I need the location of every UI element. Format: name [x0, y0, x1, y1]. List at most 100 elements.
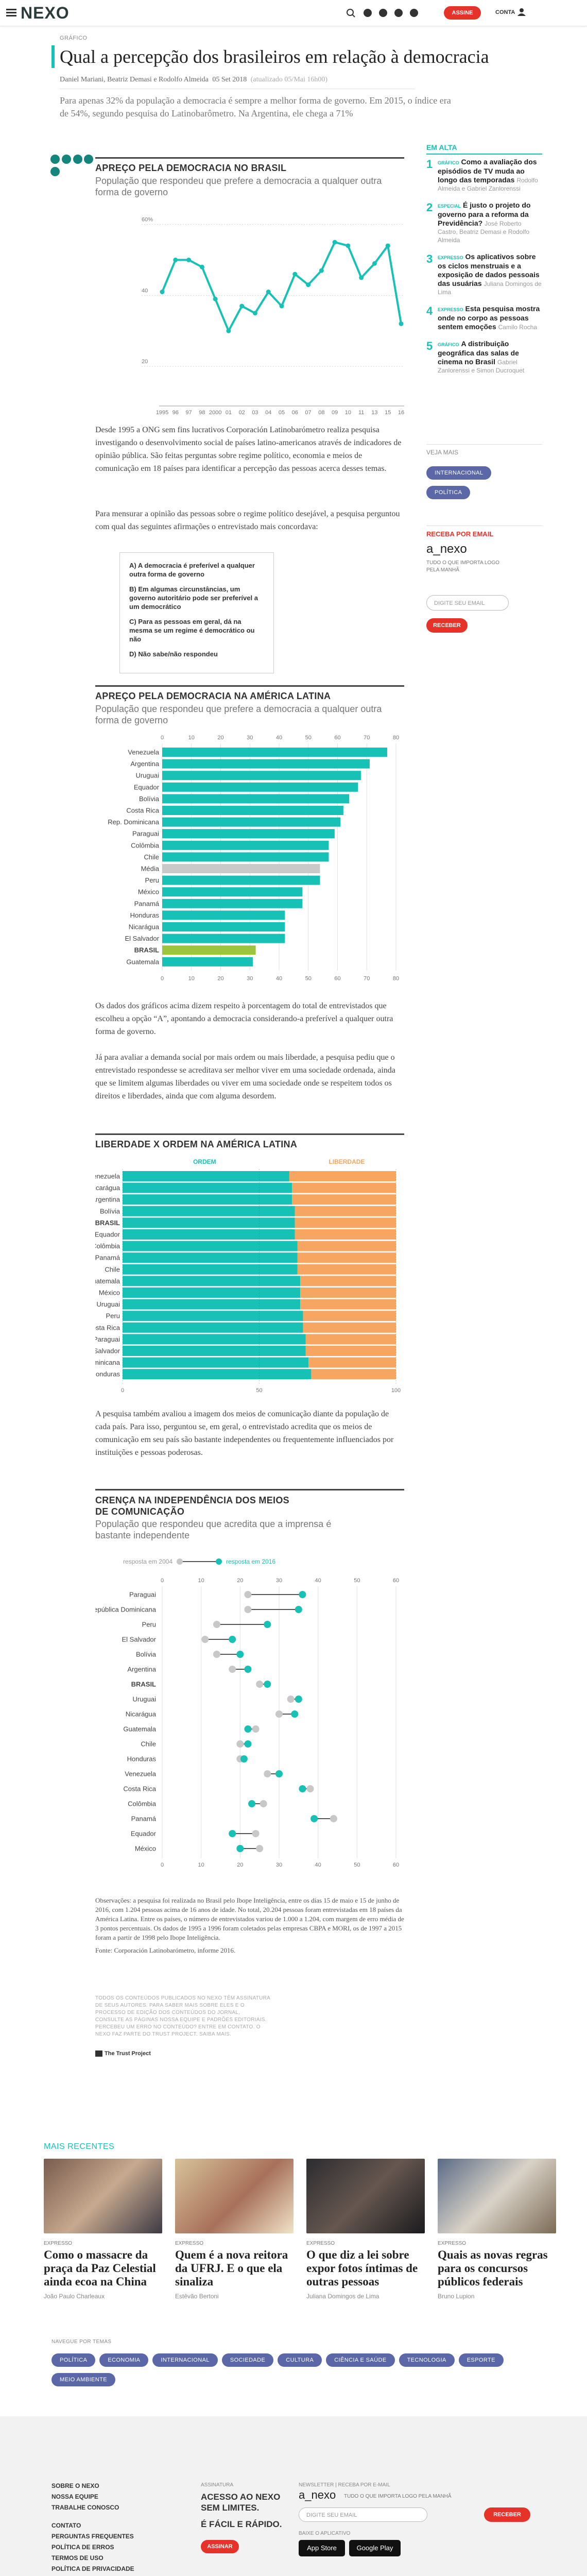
bar-segment [305, 1334, 396, 1345]
chart-subtitle: População que respondeu que prefere a de… [95, 176, 382, 197]
tag[interactable]: CIÊNCIA E SAÚDE [326, 2353, 395, 2367]
tag[interactable]: ESPORTE [458, 2353, 504, 2367]
recent-title: MAIS RECENTES [44, 2142, 115, 2151]
footer-email-input[interactable]: DIGITE SEU EMAIL [299, 2507, 427, 2522]
share-linkedin[interactable] [84, 155, 94, 165]
x-tick-label: 10 [188, 975, 195, 981]
source: Fonte: Corporación Latinobarómetro, info… [95, 1946, 236, 1954]
article-card[interactable]: EXPRESSO Quais as novas regras para os co… [438, 2159, 556, 2300]
y-tick-label: Costa Rica [126, 807, 159, 815]
bar [162, 957, 253, 967]
email-input[interactable]: DIGITE SEU EMAIL [426, 595, 509, 611]
bar [162, 864, 320, 873]
footer-link[interactable]: PERGUNTAS FREQUENTES [51, 2533, 134, 2540]
footer-newsletter-button[interactable]: RECEBER [484, 2507, 530, 2522]
trending-item[interactable]: 1 GRÁFICO Como a avaliação dos episódios d… [426, 158, 542, 193]
footer-link[interactable]: POLÍTICA DE PRIVACIDADE [51, 2565, 134, 2572]
card-image [175, 2159, 294, 2233]
subscribe-button[interactable]: ASSINE [444, 6, 481, 20]
x-tick-label: 100 [391, 1387, 401, 1394]
x-tick-label: 40 [276, 975, 282, 981]
option: B) Em algumas circunstâncias, um governo… [129, 585, 258, 611]
account-link[interactable]: CONTA [495, 9, 515, 15]
y-tick-label: BRASIL [95, 1219, 120, 1227]
tag[interactable]: POLÍTICA [426, 486, 471, 499]
y-tick-label: Panamá [95, 1254, 120, 1262]
trust-project[interactable]: The Trust Project [95, 2050, 151, 2057]
dot [287, 1696, 295, 1703]
article-card[interactable]: EXPRESSO Quem é a nova reitora da UFRJ. E… [175, 2159, 294, 2300]
footer-link[interactable]: TRABALHE CONOSCO [51, 2504, 119, 2511]
newsletter-tagline: TUDO O QUE IMPORTA LOGO PELA MANHÃ [426, 560, 499, 573]
x-tick-label: 20 [237, 1862, 243, 1868]
trending-list: 1 GRÁFICO Como a avaliação dos episódios d… [426, 158, 542, 383]
stacked-bar-chart: ORDEM LIBERDADE Venezuela Nicarágua Argentin… [95, 1158, 401, 1394]
footer-link[interactable]: NOSSA EQUIPE [51, 2493, 98, 2500]
footer-link[interactable]: POLÍTICA DE ERROS [51, 2544, 114, 2551]
trending-item[interactable]: 5 GRÁFICO A distribuição geográfica das sa… [426, 340, 542, 375]
point [226, 328, 231, 333]
bar-segment [123, 1299, 301, 1310]
subscription-button[interactable]: ASSINAR [201, 2540, 239, 2553]
topics-tags: POLÍTICA ECONOMIA INTERNACIONAL SOCIEDADE CU… [51, 2353, 546, 2393]
footer-link[interactable]: CONTATO [51, 2522, 81, 2529]
paragraph: Desde 1995 a ONG sem fins lucrativos Cor… [95, 426, 402, 473]
point [279, 303, 284, 309]
date: 05 Set 2018 [212, 76, 247, 83]
x-tick-label: 30 [276, 1862, 282, 1868]
tag[interactable]: TECNOLOGIA [399, 2353, 455, 2367]
tag[interactable]: CULTURA [278, 2353, 322, 2367]
trending-kicker: ESPECIAL [438, 204, 461, 209]
y-tick-label: Argentina [130, 760, 159, 768]
article-card[interactable]: EXPRESSO O que diz a lei sobre expor foto… [306, 2159, 425, 2300]
x-tick-label: 98 [199, 410, 205, 416]
footer-link[interactable]: TERMOS DE USO [51, 2554, 103, 2562]
legend-dot [216, 1558, 222, 1565]
header: NEXO ASSINE CONTA [0, 0, 587, 26]
account-icon[interactable] [517, 8, 526, 16]
tag[interactable]: INTERNACIONAL [152, 2353, 218, 2367]
article-card[interactable]: EXPRESSO Como o massacre da praça da Paz … [44, 2159, 162, 2300]
x-tick-label: 09 [332, 410, 338, 416]
bar-segment [123, 1241, 298, 1251]
point [332, 240, 337, 245]
y-tick-label: Panamá [131, 1815, 157, 1823]
y-tick-label: México [135, 1845, 156, 1853]
app-store-badge[interactable]: App Store [299, 2540, 345, 2556]
bar [162, 806, 343, 815]
logo[interactable]: NEXO [21, 4, 70, 22]
lede: Para apenas 32% da população a democraci… [60, 95, 451, 118]
menu-icon[interactable] [6, 9, 16, 17]
y-tick-label: Honduras [127, 1755, 157, 1763]
tag[interactable]: INTERNACIONAL [426, 466, 492, 480]
trending-item[interactable]: 4 EXPRESSO Esta pesquisa mostra onde no co… [426, 304, 542, 331]
x-tick-label: 60 [393, 1862, 399, 1868]
card-author: Juliana Domingos de Lima [306, 2293, 379, 2300]
tag[interactable]: POLÍTICA [51, 2353, 96, 2367]
y-tick-label: Venezuela [95, 1173, 120, 1180]
tag[interactable]: ECONOMIA [99, 2353, 149, 2367]
trending-item[interactable]: 2 ESPECIAL É justo o projeto do governo pa… [426, 201, 542, 244]
y-tick-label: Paraguai [95, 1335, 120, 1343]
google-play-badge[interactable]: Google Play [349, 2540, 401, 2556]
y-tick-label: El Salvador [125, 935, 160, 942]
dot [244, 1606, 252, 1613]
trending-item[interactable]: 3 EXPRESSO Os aplicativos sobre os ciclos … [426, 252, 542, 296]
bar-segment [123, 1217, 295, 1228]
card-title: Como o massacre da praça da Paz Celestia… [44, 2248, 156, 2288]
y-tick-label: 40 [142, 287, 148, 294]
dot [213, 1621, 220, 1628]
paragraph: Para mensurar a opinião das pessoas sobr… [95, 510, 400, 531]
tag[interactable]: SOCIEDADE [221, 2353, 274, 2367]
trending-body: EXPRESSO Os aplicativos sobre os ciclos m… [438, 252, 542, 296]
footer-link[interactable]: SOBRE O NEXO [51, 2482, 99, 2489]
tag[interactable]: MEIO AMBIENTE [51, 2373, 115, 2386]
trending-body: ESPECIAL É justo o projeto do governo par… [438, 201, 542, 244]
y-tick-label: Chile [144, 853, 159, 861]
y-tick-label: Venezuela [125, 1770, 156, 1778]
share-icons[interactable] [50, 155, 92, 180]
y-tick-label: 20 [142, 359, 148, 365]
newsletter-button[interactable]: RECEBER [426, 618, 468, 633]
bar [162, 934, 285, 943]
